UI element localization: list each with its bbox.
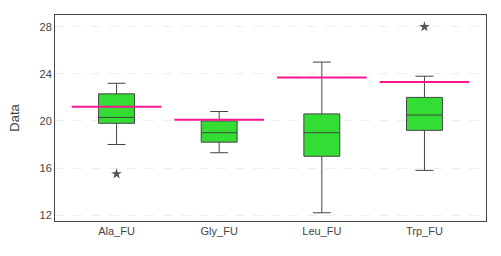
svg-text:16: 16 <box>40 162 52 174</box>
svg-text:28: 28 <box>40 21 52 33</box>
svg-text:24: 24 <box>40 68 52 80</box>
svg-text:Gly_FU: Gly_FU <box>201 225 238 237</box>
svg-text:Leu_FU: Leu_FU <box>302 225 341 237</box>
svg-text:Ala_FU: Ala_FU <box>98 225 135 237</box>
svg-text:12: 12 <box>40 209 52 221</box>
svg-text:20: 20 <box>40 115 52 127</box>
svg-text:Data: Data <box>7 104 22 132</box>
svg-text:Trp_FU: Trp_FU <box>406 225 443 237</box>
